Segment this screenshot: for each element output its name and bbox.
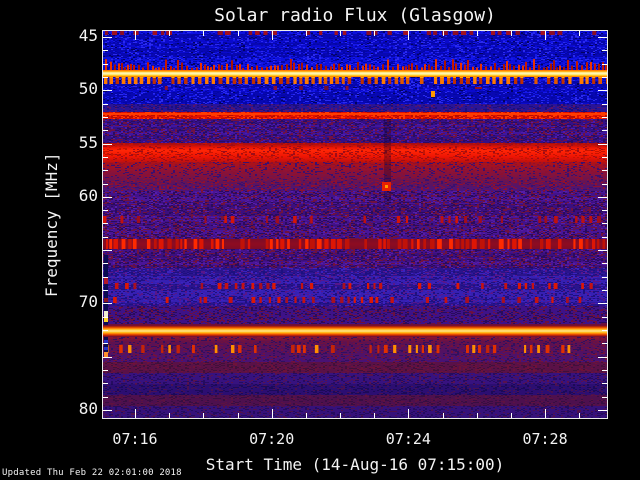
x-tick-label: 07:20 (249, 430, 295, 448)
x-tick-label: 07:24 (385, 430, 431, 448)
y-tick-label: 70 (78, 292, 98, 312)
y-tick-label: 80 (78, 399, 98, 418)
y-tick-label: 55 (78, 132, 98, 152)
spectrogram-canvas (103, 31, 607, 418)
chart-title: Solar radio Flux (Glasgow) (214, 5, 496, 26)
plot-frame (102, 30, 608, 419)
update-timestamp: Updated Thu Feb 22 02:01:00 2018 (2, 468, 182, 478)
y-tick-label: 60 (78, 185, 98, 205)
y-tick-label: 50 (78, 79, 98, 99)
x-tick-label: 07:16 (112, 430, 158, 448)
y-tick-label: 45 (78, 25, 98, 45)
x-tick-label: 07:28 (522, 430, 568, 448)
x-axis-label: Start Time (14-Aug-16 07:15:00) (205, 455, 505, 474)
